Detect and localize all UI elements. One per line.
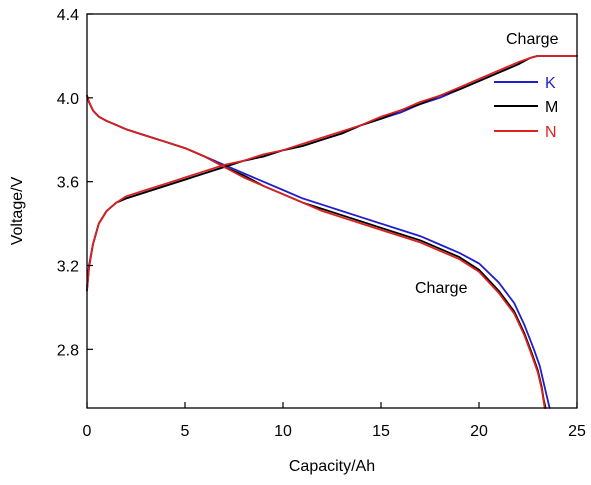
x-tick-label: 5 [181, 423, 190, 440]
x-tick-label: 0 [83, 423, 92, 440]
annotation-charge-bottom: Charge [415, 280, 468, 297]
series-k-curve-1 [86, 55, 578, 288]
series-n-curve-0 [86, 94, 546, 409]
y-tick-label: 2.8 [57, 342, 79, 359]
legend-label-k: K [545, 75, 556, 92]
y-tick-label: 3.6 [57, 175, 79, 192]
legend-label-n: N [545, 124, 557, 141]
x-tick-label: 10 [274, 423, 292, 440]
series-layer [86, 55, 578, 409]
plot-frame [86, 13, 578, 409]
x-tick-label: 20 [470, 423, 488, 440]
series-k-curve-0 [86, 94, 551, 409]
y-tick-label: 4.0 [57, 91, 79, 108]
series-m-curve-1 [86, 55, 578, 292]
legend-label-m: M [545, 99, 558, 116]
labels-layer: 0 5 10 15 20 25 2.8 3.2 3.6 4.0 4.4 [57, 7, 586, 440]
y-tick-label: 3.2 [57, 258, 79, 275]
legend: K M N [494, 75, 558, 141]
x-axis-title: Capacity/Ah [289, 458, 375, 475]
ticks-layer [86, 13, 578, 408]
series-n-curve-1 [86, 55, 578, 292]
series-m-curve-0 [86, 94, 547, 409]
y-axis-title: Voltage/V [9, 176, 26, 245]
y-tick-label: 4.4 [57, 7, 79, 24]
annotation-charge-top: Charge [506, 31, 559, 48]
x-tick-label: 25 [568, 423, 586, 440]
x-tick-label: 15 [372, 423, 390, 440]
